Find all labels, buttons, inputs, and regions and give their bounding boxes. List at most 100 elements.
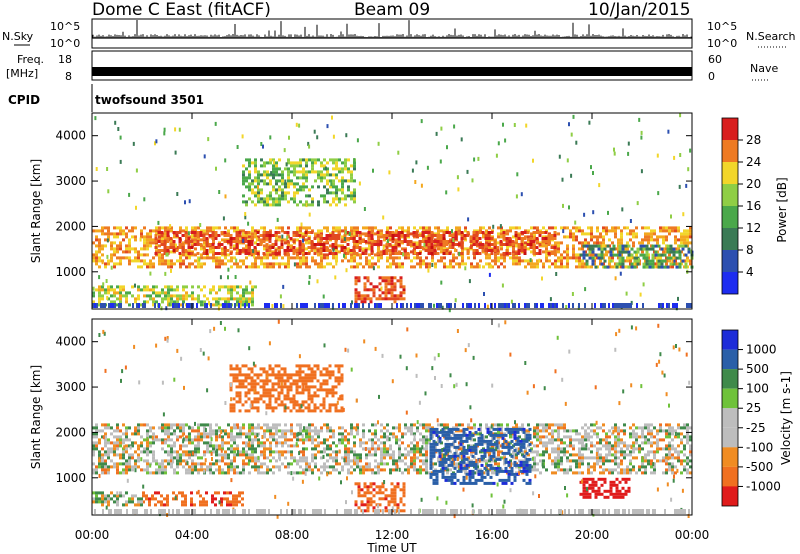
echo-cell: [439, 237, 443, 240]
echo-cell: [218, 190, 221, 194]
echo-cell: [188, 465, 191, 469]
echo-cell: [614, 235, 617, 239]
echo-cell: [190, 231, 194, 234]
echo-cell: [104, 244, 107, 248]
echo-cell: [440, 256, 443, 260]
echo-cell: [185, 423, 188, 427]
echo-cell: [274, 252, 278, 255]
echo-cell: [350, 426, 353, 430]
echo-cell: [287, 161, 290, 165]
echo-cell: [371, 438, 374, 442]
echo-cell: [502, 231, 506, 234]
echo-cell: [350, 191, 353, 195]
echo-cell: [194, 253, 197, 257]
echo-cell: [220, 243, 224, 246]
echo-cell: [326, 256, 329, 260]
echo-cell: [98, 291, 101, 295]
echo-cell: [224, 462, 227, 466]
echo-cell: [430, 237, 434, 240]
echo-cell: [350, 429, 353, 433]
echo-cell: [161, 441, 164, 445]
echo-cell: [434, 262, 437, 266]
echo-cell: [172, 303, 174, 308]
echo-cell: [218, 459, 221, 463]
echo-cell: [158, 426, 161, 430]
echo-cell: [242, 453, 245, 457]
echo-cell: [143, 294, 146, 298]
echo-cell: [341, 188, 344, 192]
echo-cell: [125, 432, 128, 436]
echo-cell: [448, 246, 452, 249]
echo-cell: [445, 252, 449, 255]
echo-cell: [242, 450, 245, 454]
echo-cell: [678, 256, 682, 260]
echo-cell: [500, 229, 503, 233]
echo-cell: [425, 426, 428, 430]
echo-cell: [512, 256, 515, 260]
echo-cell: [618, 250, 622, 254]
echo-cell: [194, 468, 197, 472]
echo-cell: [498, 303, 500, 308]
echo-cell: [167, 288, 170, 292]
echo-cell: [227, 465, 230, 469]
echo-cell: [371, 256, 374, 260]
echo-cell: [443, 256, 446, 260]
echo-cell: [427, 231, 431, 234]
echo-cell: [223, 231, 227, 234]
echo-cell: [283, 231, 287, 234]
echo-cell: [672, 262, 676, 266]
echo-cell: [665, 235, 668, 239]
echo-cell: [320, 259, 323, 263]
echo-cell: [212, 447, 215, 451]
echo-cell: [251, 291, 254, 295]
echo-cell: [503, 256, 506, 260]
echo-cell: [566, 244, 569, 248]
echo-cell: [286, 249, 290, 252]
echo-cell: [616, 303, 618, 308]
echo-cell: [630, 262, 634, 266]
echo-cell: [350, 432, 353, 436]
echo-cell: [377, 235, 380, 239]
echo-cell: [331, 252, 335, 255]
echo-cell: [272, 450, 275, 454]
echo-cell: [314, 462, 317, 466]
echo-cell: [446, 145, 448, 150]
echo-cell: [101, 229, 104, 233]
echo-cell: [317, 253, 320, 257]
echo-cell: [215, 256, 218, 260]
echo-cell: [305, 247, 308, 251]
echo-cell: [149, 450, 152, 454]
echo-cell: [307, 237, 311, 240]
echo-cell: [587, 265, 590, 269]
echo-cell: [591, 259, 595, 263]
echo-cell: [275, 203, 278, 207]
echo-cell: [170, 459, 173, 463]
echo-cell: [599, 235, 602, 239]
echo-cell: [113, 450, 116, 454]
echo-cell: [394, 252, 398, 255]
echo-cell: [562, 229, 565, 234]
echo-cell: [236, 447, 239, 451]
echo-cell: [398, 459, 401, 463]
echo-cell: [684, 253, 688, 257]
echo-cell: [369, 282, 373, 286]
echo-cell: [287, 259, 290, 263]
echo-cell: [518, 256, 521, 260]
echo-cell: [307, 252, 311, 255]
echo-cell: [337, 237, 341, 240]
echo-cell: [368, 262, 371, 266]
echo-cell: [262, 252, 266, 255]
echo-cell: [269, 253, 272, 257]
echo-cell: [568, 303, 570, 308]
echo-cell: [365, 232, 368, 236]
echo-cell: [377, 438, 380, 442]
echo-cell: [308, 465, 311, 469]
echo-cell: [269, 426, 272, 430]
echo-cell: [302, 203, 305, 207]
echo-cell: [368, 229, 371, 233]
echo-cell: [402, 288, 406, 292]
echo-cell: [194, 465, 197, 469]
echo-cell: [184, 234, 188, 237]
echo-cell: [108, 303, 110, 308]
echo-cell: [104, 432, 107, 436]
